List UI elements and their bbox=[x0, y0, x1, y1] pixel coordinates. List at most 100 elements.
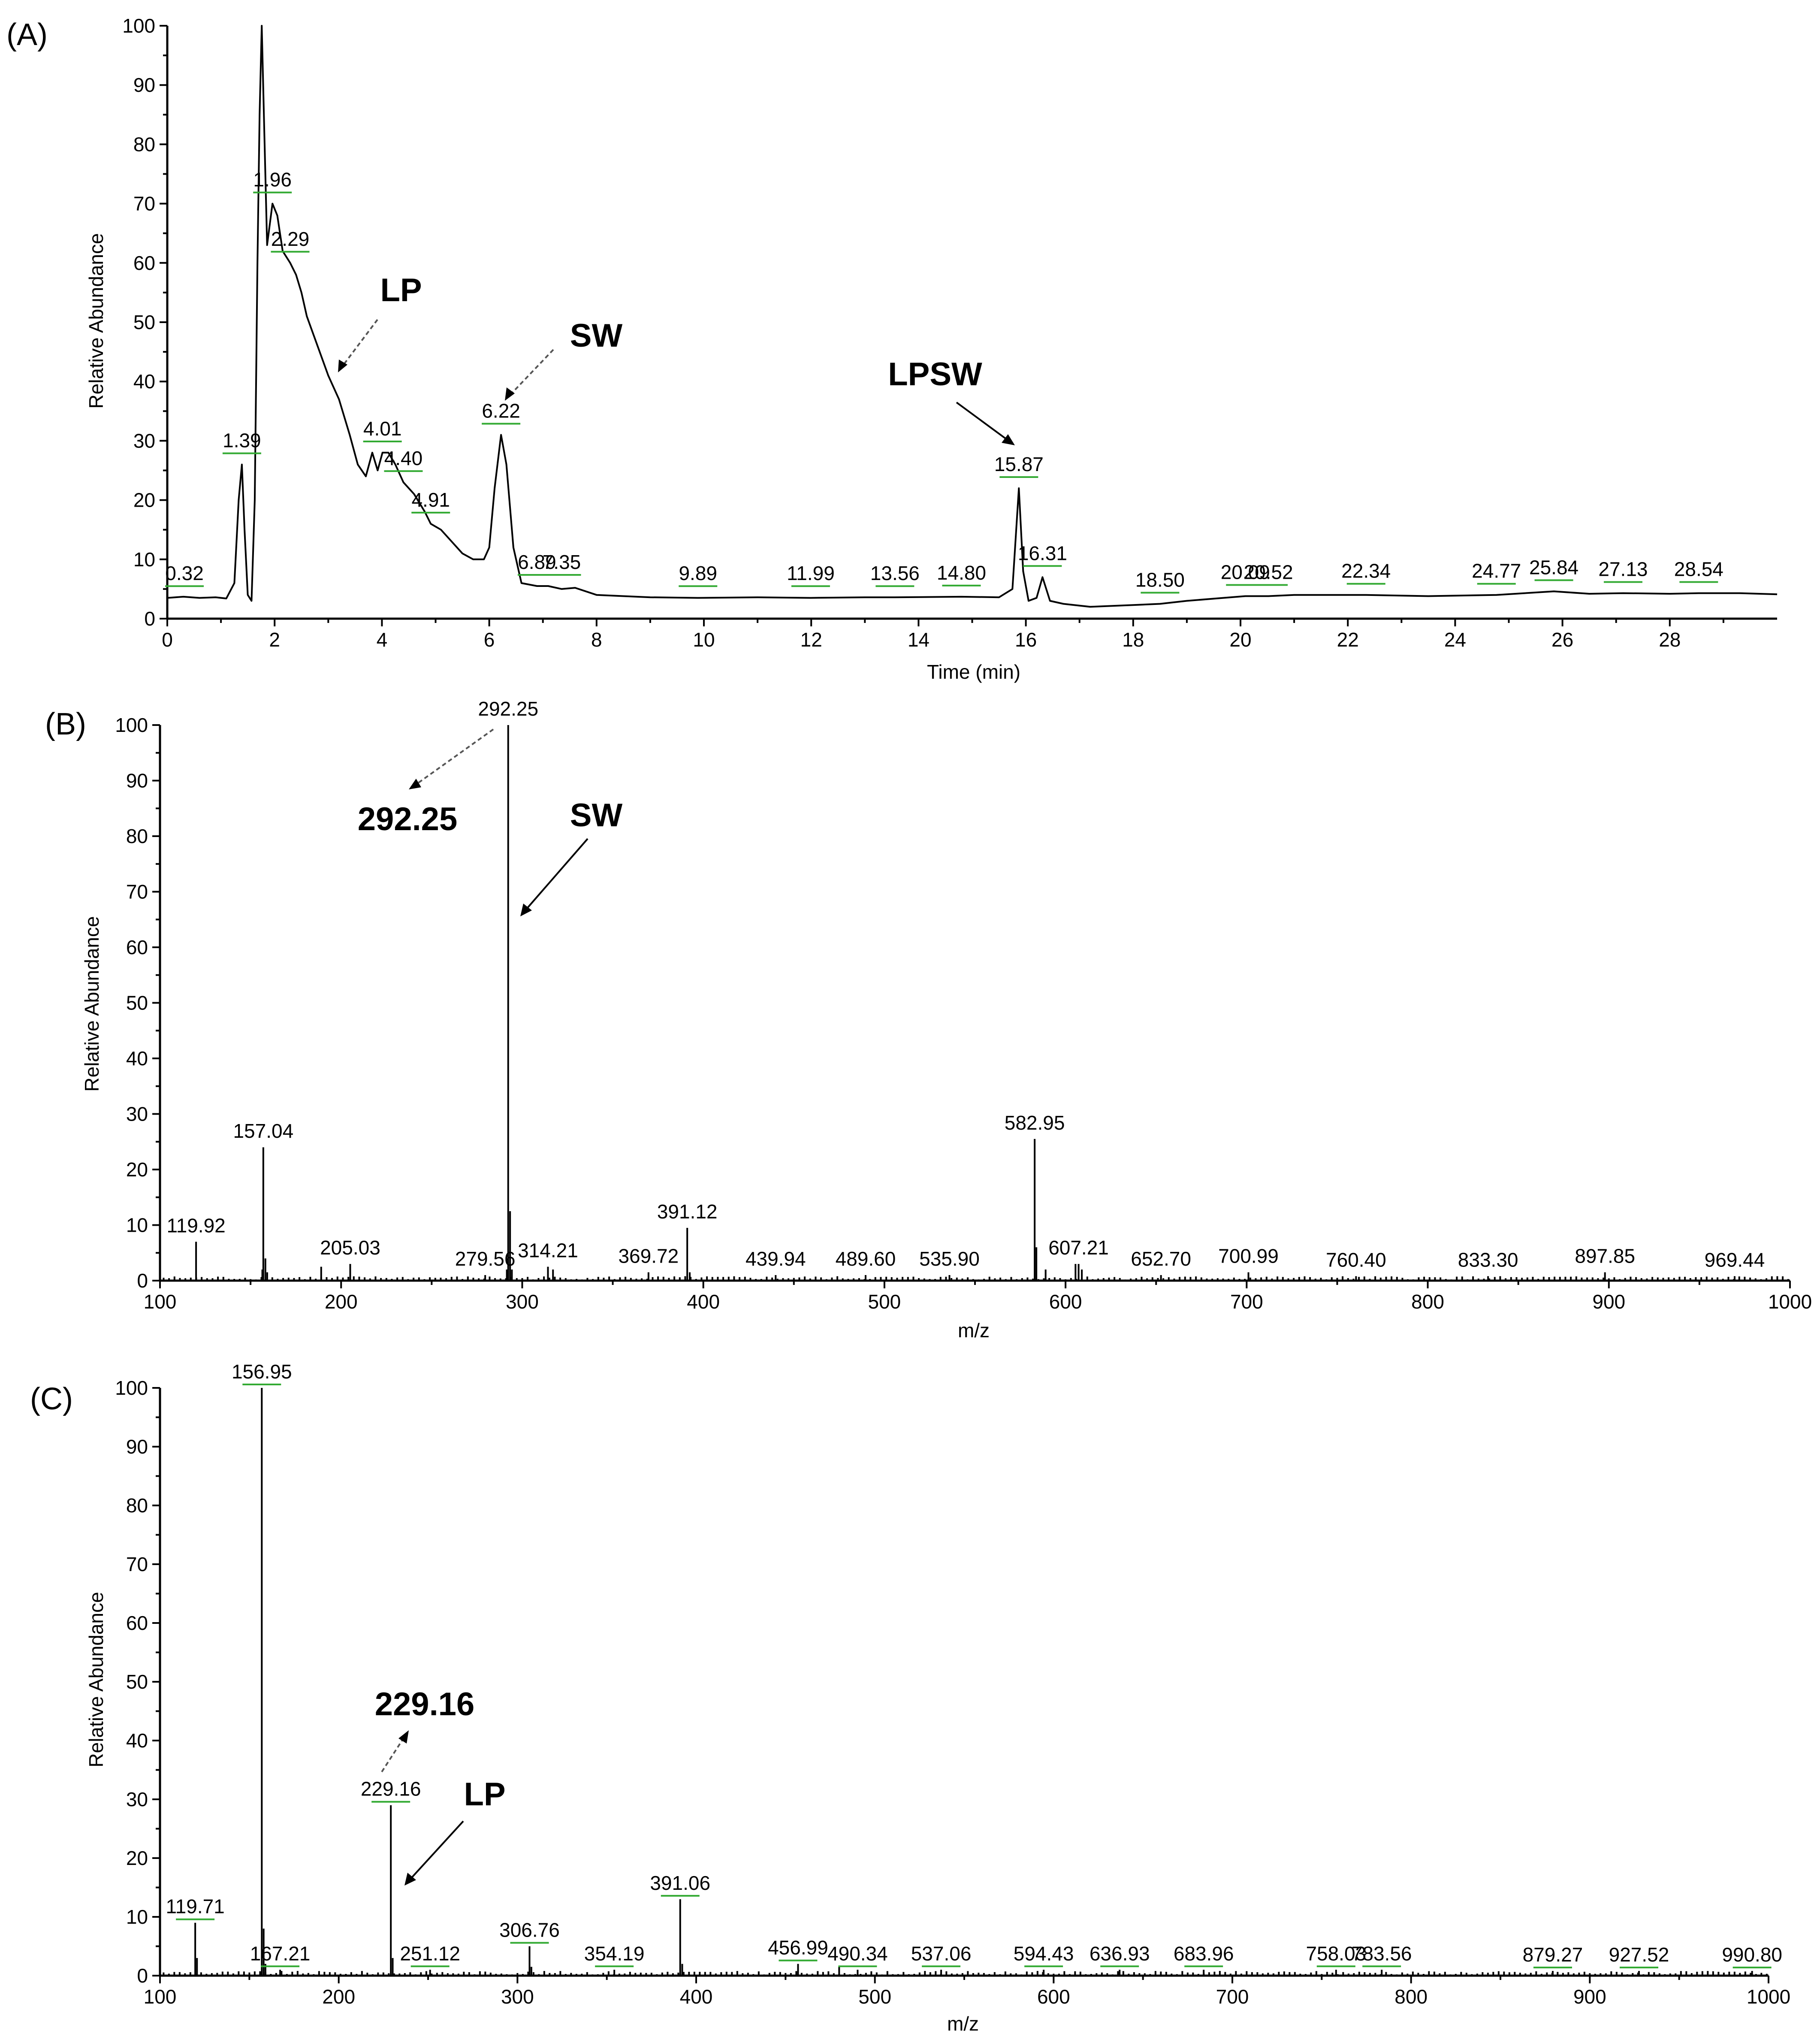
x-tick-label: 4 bbox=[377, 629, 388, 651]
y-tick-label: 0 bbox=[144, 607, 155, 630]
x-tick-label: 6 bbox=[484, 629, 495, 651]
y-tick-label: 30 bbox=[133, 429, 155, 452]
y-tick-label: 40 bbox=[126, 1729, 148, 1752]
peak-label: 4.91 bbox=[411, 489, 450, 511]
x-tick-label: 8 bbox=[591, 629, 602, 651]
peak-label: 969.44 bbox=[1705, 1249, 1765, 1271]
peak-label: 119.92 bbox=[166, 1214, 225, 1236]
panel-label: (A) bbox=[6, 18, 48, 52]
x-tick-label: 200 bbox=[322, 1986, 355, 2008]
x-axis-title: m/z bbox=[947, 2013, 979, 2035]
peak-label: 6.22 bbox=[482, 400, 520, 422]
arrow-head bbox=[398, 1730, 409, 1744]
x-tick-label: 500 bbox=[858, 1986, 891, 2008]
x-tick-label: 700 bbox=[1216, 1986, 1249, 2008]
peak-label: 700.99 bbox=[1218, 1245, 1279, 1267]
y-tick-label: 90 bbox=[126, 770, 148, 792]
y-tick-label: 70 bbox=[126, 881, 148, 903]
peak-label: 9.89 bbox=[679, 562, 717, 584]
y-tick-label: 60 bbox=[133, 252, 155, 274]
peak-label: 607.21 bbox=[1048, 1236, 1109, 1259]
arrow-head bbox=[520, 904, 532, 916]
arrow-head bbox=[338, 360, 347, 372]
chromatogram-panel: (A) Relative Abundance Time (min) LP SW … bbox=[6, 15, 1778, 683]
y-tick-label: 20 bbox=[126, 1847, 148, 1869]
y-tick-label: 80 bbox=[126, 825, 148, 847]
peak-label: 582.95 bbox=[1005, 1112, 1065, 1134]
y-tick-label: 30 bbox=[126, 1103, 148, 1125]
x-tick-label: 100 bbox=[144, 1986, 177, 2008]
y-tick-label: 40 bbox=[133, 370, 155, 393]
x-tick-label: 600 bbox=[1049, 1290, 1082, 1313]
y-axis-title: Relative Abundance bbox=[85, 233, 107, 408]
y-tick-label: 70 bbox=[126, 1553, 148, 1575]
y-tick-label: 80 bbox=[133, 133, 155, 155]
peak-label: 11.99 bbox=[787, 562, 835, 584]
peak-label: 535.90 bbox=[919, 1248, 980, 1270]
y-tick-label: 100 bbox=[122, 15, 155, 37]
peak-label: 306.76 bbox=[499, 1919, 560, 1941]
peak-label: 119.71 bbox=[166, 1895, 224, 1918]
arrow-to-lpsw bbox=[956, 402, 1011, 443]
peak-label: 2.29 bbox=[271, 228, 310, 250]
peak-label: 6.89 bbox=[518, 551, 556, 573]
x-tick-label: 12 bbox=[800, 629, 822, 651]
x-tick-label: 20 bbox=[1229, 629, 1251, 651]
y-tick-label: 50 bbox=[133, 311, 155, 333]
y-tick-label: 30 bbox=[126, 1788, 148, 1810]
x-tick-label: 200 bbox=[325, 1290, 358, 1313]
x-tick-label: 100 bbox=[144, 1290, 177, 1313]
peak-label: 279.56 bbox=[455, 1248, 516, 1270]
peak-label: 157.04 bbox=[233, 1120, 293, 1142]
arrow-to-lp bbox=[407, 1820, 464, 1882]
x-axis-title: m/z bbox=[958, 1319, 990, 1342]
peak-label: 391.06 bbox=[650, 1872, 710, 1894]
annotation-lpsw: LPSW bbox=[888, 356, 982, 393]
peak-label: 18.50 bbox=[1135, 568, 1185, 591]
x-tick-label: 400 bbox=[680, 1986, 713, 2008]
peak-label: 7.35 bbox=[543, 551, 581, 573]
y-tick-label: 10 bbox=[126, 1214, 148, 1236]
x-tick-label: 22 bbox=[1337, 629, 1359, 651]
y-tick-label: 60 bbox=[126, 1612, 148, 1634]
arrow-head bbox=[409, 779, 421, 789]
arrow-to-lp bbox=[340, 319, 378, 369]
peak-label: 28.54 bbox=[1674, 558, 1723, 580]
peak-label: 683.96 bbox=[1174, 1942, 1234, 1964]
peak-label: 4.01 bbox=[363, 417, 402, 440]
x-tick-label: 300 bbox=[501, 1986, 534, 2008]
peak-label: 652.70 bbox=[1131, 1248, 1191, 1270]
y-tick-label: 90 bbox=[126, 1436, 148, 1458]
x-tick-label: 16 bbox=[1015, 629, 1037, 651]
x-tick-label: 500 bbox=[868, 1290, 901, 1313]
panel-label: (B) bbox=[45, 707, 86, 741]
peak-label: 758.03 bbox=[1306, 1942, 1366, 1964]
peak-label: 156.95 bbox=[232, 1360, 292, 1383]
peak-label: 22.34 bbox=[1341, 560, 1391, 582]
x-tick-label: 800 bbox=[1394, 1986, 1428, 2008]
y-tick-label: 10 bbox=[126, 1906, 148, 1928]
x-axis-title: Time (min) bbox=[927, 661, 1020, 683]
peak-label: 0.32 bbox=[165, 562, 204, 584]
x-tick-label: 1000 bbox=[1768, 1290, 1812, 1313]
peak-label: 537.06 bbox=[911, 1942, 972, 1964]
annotation-mz: 292.25 bbox=[358, 801, 457, 837]
panel-label: (C) bbox=[30, 1382, 73, 1416]
x-tick-label: 700 bbox=[1230, 1290, 1263, 1313]
mass-spectrum-lp-panel: (C) Relative Abundance m/z 229.16 LP 010… bbox=[30, 1360, 1790, 2035]
arrow-head bbox=[1002, 434, 1015, 445]
x-tick-label: 26 bbox=[1551, 629, 1573, 651]
peak-label: 20.52 bbox=[1244, 561, 1293, 583]
y-tick-label: 50 bbox=[126, 992, 148, 1014]
y-tick-label: 0 bbox=[137, 1269, 148, 1292]
annotation-lp: LP bbox=[464, 1776, 505, 1813]
peak-label: 439.94 bbox=[746, 1248, 806, 1270]
x-tick-label: 900 bbox=[1592, 1290, 1625, 1313]
peak-label: 24.77 bbox=[1472, 560, 1521, 582]
y-tick-label: 60 bbox=[126, 936, 148, 958]
y-tick-label: 40 bbox=[126, 1047, 148, 1070]
y-axis-title: Relative Abundance bbox=[81, 916, 103, 1091]
arrow-head bbox=[505, 387, 515, 401]
y-tick-label: 10 bbox=[133, 548, 155, 571]
